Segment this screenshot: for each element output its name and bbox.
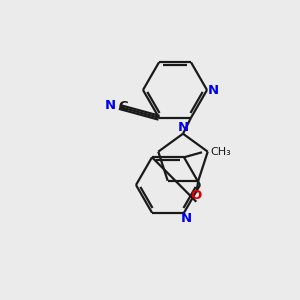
Text: CH₃: CH₃ xyxy=(210,147,231,157)
Text: N: N xyxy=(207,83,219,97)
Text: N: N xyxy=(180,212,192,225)
Text: N: N xyxy=(105,99,116,112)
Text: N: N xyxy=(177,121,189,134)
Text: C: C xyxy=(118,100,128,113)
Text: O: O xyxy=(191,189,202,202)
